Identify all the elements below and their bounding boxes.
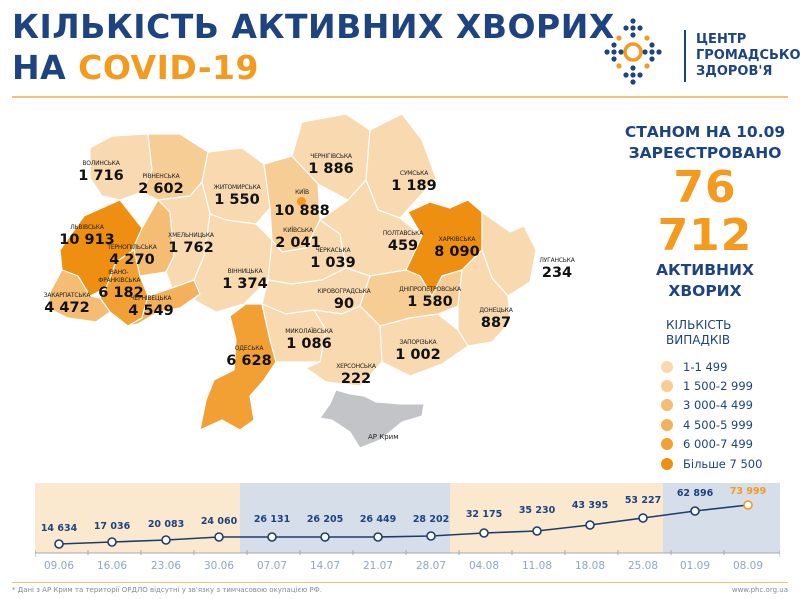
region-label-rivne: РІВНЕНСЬКА 2 602 bbox=[138, 173, 184, 197]
logo-text: ЦЕНТР ГРОМАДСЬКОГО ЗДОРОВ'Я bbox=[696, 32, 800, 79]
latest-point-value: 73 999 bbox=[729, 486, 767, 497]
legend-swatch-icon bbox=[661, 360, 673, 373]
x-tick-label: 30.06 bbox=[203, 560, 235, 572]
region-label-khmelnytskyi: ХМЕЛЬНИЦЬКА 1 762 bbox=[168, 232, 214, 256]
region-label-kherson: ХЕРСОНСЬКА 222 bbox=[336, 363, 376, 387]
x-tick-label: 16.06 bbox=[96, 560, 128, 572]
region-label-odesa: ОДЕСЬКА 6 628 bbox=[226, 345, 272, 369]
region-label-mykolaiv: МИКОЛАЇВСЬКА 1 086 bbox=[285, 328, 333, 352]
x-tick-label: 18.08 bbox=[574, 560, 606, 572]
legend-item: 1-1 499 bbox=[661, 357, 762, 376]
total-active-cases: 76 712 bbox=[657, 162, 753, 261]
legend-swatch-icon bbox=[661, 418, 673, 431]
legend-title: КІЛЬКІСТЬ ВИПАДКІВ bbox=[666, 318, 732, 347]
point-value: 17 036 bbox=[93, 521, 131, 532]
point-value: 26 205 bbox=[306, 514, 344, 525]
x-tick-label: 08.09 bbox=[732, 560, 764, 572]
map-legend: КІЛЬКІСТЬ ВИПАДКІВ 1-1 499 1 500-2 999 3… bbox=[661, 318, 762, 473]
point-value: 24 060 bbox=[200, 516, 238, 527]
active-cases-trend-chart: 14 634 17 036 20 083 24 060 26 131 26 20… bbox=[35, 483, 780, 578]
title-line-2: НА COVID-19 bbox=[12, 48, 259, 87]
region-label-volyn: ВОЛИНСЬКА 1 716 bbox=[78, 160, 124, 184]
logo-divider bbox=[684, 30, 686, 82]
legend-swatch-icon bbox=[661, 380, 673, 393]
latest-point-icon bbox=[743, 500, 753, 510]
region-label-zaporizhzhia: ЗАПОРІЗЬКА 1 002 bbox=[395, 339, 441, 363]
website-link[interactable]: www.phc.org.ua bbox=[731, 586, 788, 594]
point-value: 26 131 bbox=[253, 514, 291, 525]
x-tick-label: 23.06 bbox=[150, 560, 182, 572]
x-tick-label: 04.08 bbox=[468, 560, 500, 572]
phc-logo: ЦЕНТР ГРОМАДСЬКОГО ЗДОРОВ'Я bbox=[590, 8, 800, 88]
x-tick-label: 25.08 bbox=[627, 560, 659, 572]
x-tick-label: 21.07 bbox=[362, 560, 394, 572]
region-label-zakarpattia: ЗАКАРПАТСЬКА 4 472 bbox=[43, 292, 91, 316]
region-label-ternopil: ТЕРНОПІЛЬСЬКА 4 270 bbox=[107, 244, 157, 268]
region-label-kyiv-oblast: КИЇВСЬКА 2 041 bbox=[275, 227, 321, 251]
legend-swatch-icon bbox=[661, 438, 673, 451]
summary-stats: СТАНОМ НА 10.09 ЗАРЕЄСТРОВАНО 76 712 АКТ… bbox=[620, 122, 790, 302]
month-band-august bbox=[450, 483, 663, 553]
region-label-zhytomyr: ЖИТОМИРСЬКА 1 550 bbox=[213, 184, 261, 208]
crimea-shape bbox=[319, 389, 425, 449]
region-label-vinnytsia: ВІННИЦЬКА 1 374 bbox=[222, 268, 268, 292]
page-title: КІЛЬКІСТЬ АКТИВНИХ ХВОРИХ НА COVID-19 bbox=[12, 6, 615, 88]
ukraine-map-shapes bbox=[47, 113, 537, 449]
x-tick-label: 11.08 bbox=[521, 560, 553, 572]
title-line-1: КІЛЬКІСТЬ АКТИВНИХ ХВОРИХ bbox=[12, 7, 615, 46]
legend-item: 6 000-7 499 bbox=[661, 435, 762, 454]
region-label-kharkiv: ХАРКІВСЬКА 8 090 bbox=[434, 236, 480, 260]
month-band-september bbox=[663, 483, 780, 553]
region-label-dnipropetrovsk: ДНІПРОПЕТРОВСЬКА 1 580 bbox=[399, 286, 461, 310]
trend-line bbox=[35, 500, 780, 557]
active-label: АКТИВНИХ bbox=[656, 261, 754, 279]
crimea-label: АР Крим bbox=[368, 433, 399, 441]
region-label-ivano-frankivsk: ІВАНО-ФРАНКІВСЬКА 6 182 bbox=[98, 269, 144, 301]
ukraine-map: ВОЛИНСЬКА 1 716 РІВНЕНСЬКА 2 602 ЖИТОМИРСЬ… bbox=[30, 100, 630, 480]
region-label-kirovohrad: КІРОВОГРАДСЬКА 90 bbox=[317, 288, 371, 312]
kyiv-city-marker-icon bbox=[297, 197, 306, 206]
point-value: 26 449 bbox=[359, 514, 397, 525]
x-tick-label: 09.06 bbox=[43, 560, 75, 572]
point-value: 35 230 bbox=[518, 505, 556, 516]
legend-item: 3 000-4 499 bbox=[661, 396, 762, 415]
as-of-date: СТАНОМ НА 10.09 bbox=[624, 123, 786, 141]
region-label-sumy: СУМСЬКА 1 189 bbox=[391, 170, 437, 194]
region-label-donetsk: ДОНЕЦЬКА 887 bbox=[479, 307, 513, 331]
legend-item: Більше 7 500 bbox=[661, 454, 762, 473]
title-accent: COVID-19 bbox=[78, 48, 259, 87]
patients-label: ХВОРИХ bbox=[668, 282, 742, 300]
point-value: 62 896 bbox=[676, 488, 714, 499]
x-tick-label: 28.07 bbox=[415, 560, 447, 572]
point-value: 28 202 bbox=[412, 514, 450, 525]
registered-label: ЗАРЕЄСТРОВАНО bbox=[628, 144, 782, 162]
region-label-poltava: ПОЛТАВСЬКА 459 bbox=[382, 230, 424, 254]
region-label-kyiv-city: КИЇВ 10 888 bbox=[274, 189, 330, 219]
point-value: 53 227 bbox=[624, 495, 662, 506]
footnote: * Дані з АР Крим та території ОРДЛО відс… bbox=[12, 586, 322, 594]
bottom-divider bbox=[12, 582, 788, 583]
region-label-lviv: ЛЬВІВСЬКА 10 913 bbox=[59, 224, 115, 248]
x-tick-label: 07.07 bbox=[256, 560, 288, 572]
legend-item: 4 500-5 999 bbox=[661, 415, 762, 434]
region-label-cherkasy: ЧЕРКАСЬКА 1 039 bbox=[310, 247, 356, 271]
x-tick-label: 14.07 bbox=[309, 560, 341, 572]
x-tick-label: 01.09 bbox=[679, 560, 711, 572]
month-band-july bbox=[240, 483, 450, 553]
region-label-luhansk: ЛУГАНСЬКА 234 bbox=[539, 257, 575, 281]
legend-item: 1 500-2 999 bbox=[661, 376, 762, 395]
point-value: 20 083 bbox=[147, 519, 185, 530]
point-value: 43 395 bbox=[571, 500, 609, 511]
region-label-chernivtsi: ЧЕРНІВЕЦЬКА 4 549 bbox=[128, 295, 174, 319]
point-value: 32 175 bbox=[465, 509, 503, 520]
phc-emblem-icon bbox=[604, 18, 662, 85]
top-divider bbox=[12, 96, 788, 98]
region-label-chernihiv: ЧЕРНІГІВСЬКА 1 886 bbox=[308, 153, 354, 177]
legend-swatch-icon bbox=[661, 457, 673, 470]
legend-swatch-icon bbox=[661, 399, 673, 412]
point-value: 14 634 bbox=[40, 523, 78, 534]
